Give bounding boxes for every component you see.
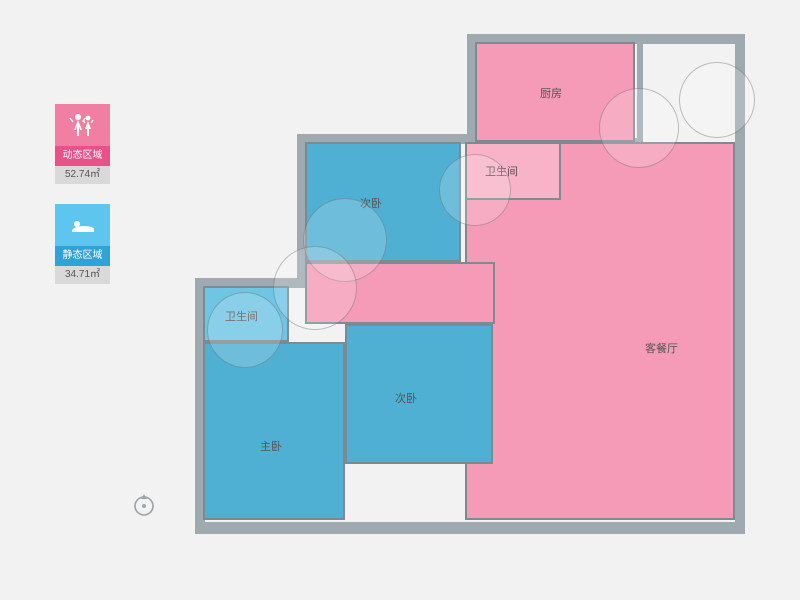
legend-static: 静态区域 34.71㎡ [55,204,110,284]
people-icon [55,104,110,146]
compass-icon [130,490,158,518]
door-arc [439,154,511,226]
door-arc [599,88,679,168]
legend-dynamic-value: 52.74㎡ [55,166,110,184]
room-label-bed1: 主卧 [260,438,282,454]
legend-dynamic: 动态区域 52.74㎡ [55,104,110,184]
room-bed1 [203,342,345,520]
door-arc [273,246,357,330]
door-arc [207,292,283,368]
floorplan: 厨房客餐厅卫生间卫生间次卧次卧主卧 [185,30,745,560]
legend-static-value: 34.71㎡ [55,266,110,284]
legend-static-label: 静态区域 [55,246,110,266]
door-arc [679,62,755,138]
room-label-kitchen: 厨房 [540,85,562,101]
room-label-living: 客餐厅 [645,340,678,356]
sleeping-icon [55,204,110,246]
room-bed2b [345,324,493,464]
wall-segment [195,522,745,534]
room-label-bed2b: 次卧 [395,390,417,406]
legend-dynamic-label: 动态区域 [55,146,110,166]
